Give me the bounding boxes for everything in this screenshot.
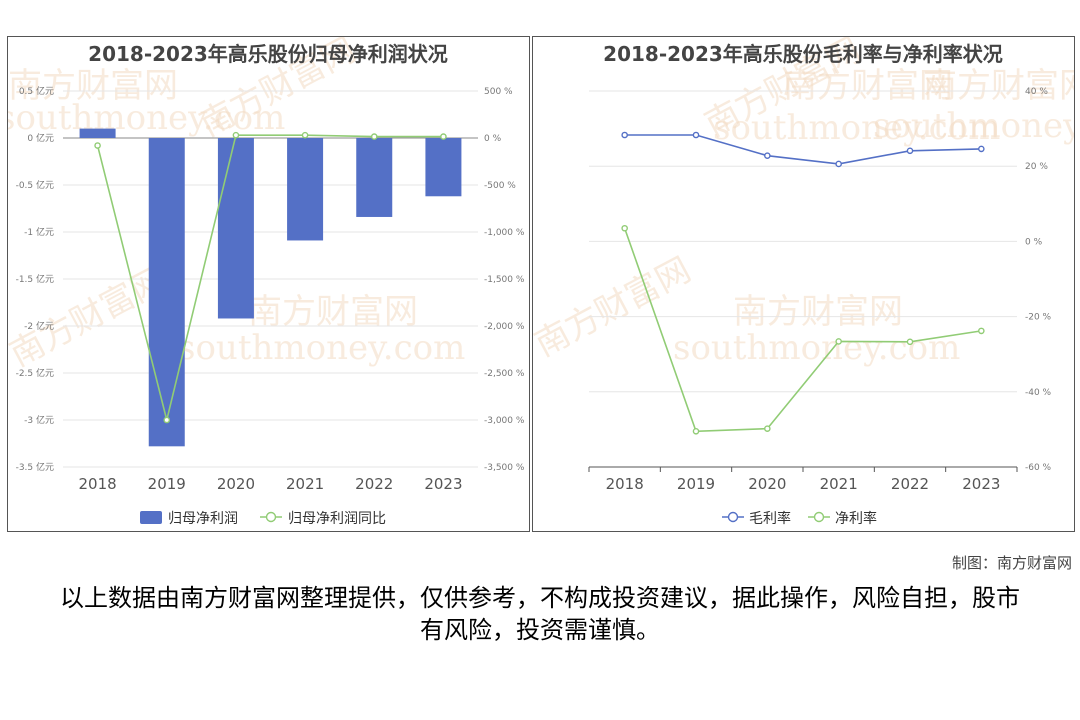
right-axis-tick-label: -2,000 % bbox=[484, 322, 525, 332]
left-axis-tick-label: -2.5 亿元 bbox=[16, 367, 54, 379]
right-axis-tick-label: 500 % bbox=[484, 87, 513, 97]
right-axis-tick-label: -40 % bbox=[1025, 388, 1052, 398]
x-axis-tick-label: 2022 bbox=[891, 475, 929, 493]
line-series-gross-margin bbox=[624, 134, 982, 165]
left-axis-tick-label: -1.5 亿元 bbox=[16, 273, 54, 285]
watermark-text: 南方财富网 bbox=[923, 66, 1074, 106]
watermark-text: southmoney.com bbox=[673, 328, 960, 368]
x-axis-tick-label: 2023 bbox=[424, 475, 462, 493]
point-net-margin-2018 bbox=[621, 224, 628, 232]
right-axis-tick-label: 20 % bbox=[1025, 162, 1048, 172]
right-axis-tick-label: -1,500 % bbox=[484, 275, 525, 285]
chart-credit: 制图：南方财富网 bbox=[951, 554, 1072, 572]
point-gross-margin-2018 bbox=[621, 131, 628, 139]
right-axis-tick-label: -1,000 % bbox=[484, 228, 525, 238]
watermark-text: southmoney.com bbox=[178, 328, 465, 368]
legend-label: 归母净利润 bbox=[168, 510, 238, 527]
legend: 毛利率 净利率 bbox=[722, 510, 877, 527]
watermark-text: southmoney.com bbox=[713, 108, 1000, 148]
right-axis-tick-label: -60 % bbox=[1025, 463, 1052, 473]
x-axis-tick-label: 2023 bbox=[962, 475, 1000, 493]
net-profit-chart-panel: 南方财富网 southmoney.com 南方财富网 南方财富网 southmoney.… bbox=[7, 36, 530, 532]
legend-bar-swatch bbox=[140, 511, 162, 524]
watermark-text: 南方财富网 bbox=[733, 292, 903, 332]
x-axis-tick-label: 2019 bbox=[148, 475, 186, 493]
chart-title: 2018-2023年高乐股份归母净利润状况 bbox=[88, 42, 448, 66]
legend: 归母净利润 归母净利润同比 bbox=[140, 510, 386, 527]
bar-net-profit-2020 bbox=[217, 138, 254, 319]
point-net-margin-2020 bbox=[764, 425, 771, 432]
right-axis-tick-label: 40 % bbox=[1025, 87, 1048, 97]
bar-net-profit-2023 bbox=[425, 138, 462, 197]
legend-label: 净利率 bbox=[835, 510, 877, 527]
right-axis-tick-label: -500 % bbox=[484, 181, 516, 191]
point-yoy-2023 bbox=[440, 133, 447, 140]
point-yoy-2020 bbox=[232, 131, 240, 139]
right-axis-tick-label: 0 % bbox=[484, 134, 502, 144]
line-series-net-margin bbox=[623, 227, 982, 433]
right-axis-tick-label: -3,000 % bbox=[484, 416, 525, 426]
right-axis-tick-label: -3,500 % bbox=[484, 463, 525, 473]
right-axis-tick-label: -2,500 % bbox=[484, 369, 525, 379]
left-axis-tick-label: -0.5 亿元 bbox=[16, 179, 54, 191]
point-net-margin-2019 bbox=[692, 427, 700, 435]
x-axis-tick-label: 2020 bbox=[217, 475, 255, 493]
legend-label: 毛利率 bbox=[749, 510, 791, 527]
disclaimer-text: 以上数据由南方财富网整理提供，仅供参考，不构成投资建议，据此操作，风险自担，股市… bbox=[60, 584, 1020, 644]
point-yoy-2019 bbox=[163, 416, 171, 424]
right-axis-tick-label: 0 % bbox=[1025, 237, 1043, 247]
x-axis-tick-label: 2019 bbox=[677, 475, 715, 493]
legend-line-marker bbox=[265, 511, 277, 523]
left-axis-tick-label: 0 亿元 bbox=[27, 132, 54, 144]
point-gross-margin-2021 bbox=[835, 160, 842, 168]
bar-net-profit-2021 bbox=[287, 138, 324, 241]
x-axis-tick-label: 2022 bbox=[355, 475, 393, 493]
left-axis-tick-label: -1 亿元 bbox=[24, 226, 54, 238]
right-axis-tick-label: -20 % bbox=[1025, 313, 1052, 323]
legend-label: 归母净利润同比 bbox=[288, 510, 386, 527]
line-yoy-growth bbox=[96, 134, 444, 421]
point-net-margin-2022 bbox=[906, 338, 914, 346]
left-axis-tick-label: -2 亿元 bbox=[24, 320, 54, 332]
watermark-text: southmoney.com bbox=[8, 98, 285, 138]
watermark-text: 南方财富网 bbox=[8, 66, 178, 106]
margin-chart: 南方财富网southmoney.com南方财富网southmoney.com南方… bbox=[533, 37, 1074, 527]
point-gross-margin-2022 bbox=[906, 147, 914, 155]
left-axis-tick-label: -3.5 亿元 bbox=[16, 461, 54, 473]
margin-chart-panel: 南方财富网southmoney.com南方财富网southmoney.com南方… bbox=[532, 36, 1075, 532]
point-yoy-2022 bbox=[370, 133, 378, 140]
x-axis-tick-label: 2018 bbox=[78, 475, 116, 493]
watermark-text: 南方财富网 bbox=[248, 292, 418, 332]
left-axis-tick-label: 0.5 亿元 bbox=[19, 85, 54, 97]
point-yoy-2021 bbox=[301, 131, 309, 139]
x-axis-tick-label: 2021 bbox=[820, 475, 858, 493]
x-axis-tick-label: 2021 bbox=[286, 475, 324, 493]
x-axis-tick-label: 2020 bbox=[748, 475, 786, 493]
watermark-text: southmoney.com bbox=[873, 106, 1074, 146]
net-profit-chart: 南方财富网southmoney.com南方财富网南方财富网southmoney.… bbox=[8, 37, 525, 527]
bar-net-profit-2022 bbox=[356, 138, 393, 217]
point-net-margin-2023 bbox=[978, 327, 985, 335]
bar-net-profit-2018 bbox=[79, 128, 116, 138]
point-gross-margin-2023 bbox=[978, 145, 985, 153]
x-axis-tick-label: 2018 bbox=[606, 475, 644, 493]
bar-net-profit-2019 bbox=[148, 138, 185, 447]
legend-line-marker bbox=[727, 511, 739, 523]
left-axis-tick-label: -3 亿元 bbox=[24, 414, 54, 426]
point-net-margin-2021 bbox=[835, 338, 842, 345]
point-gross-margin-2019 bbox=[692, 131, 700, 139]
watermark-text: 南方财富网 bbox=[783, 66, 953, 106]
chart-title: 2018-2023年高乐股份毛利率与净利率状况 bbox=[603, 42, 1003, 66]
point-gross-margin-2020 bbox=[764, 152, 771, 159]
legend-line-marker bbox=[813, 511, 825, 523]
point-yoy-2018 bbox=[94, 142, 101, 149]
watermark-layer: 南方财富网southmoney.com南方财富网southmoney.com南方… bbox=[533, 37, 1074, 368]
